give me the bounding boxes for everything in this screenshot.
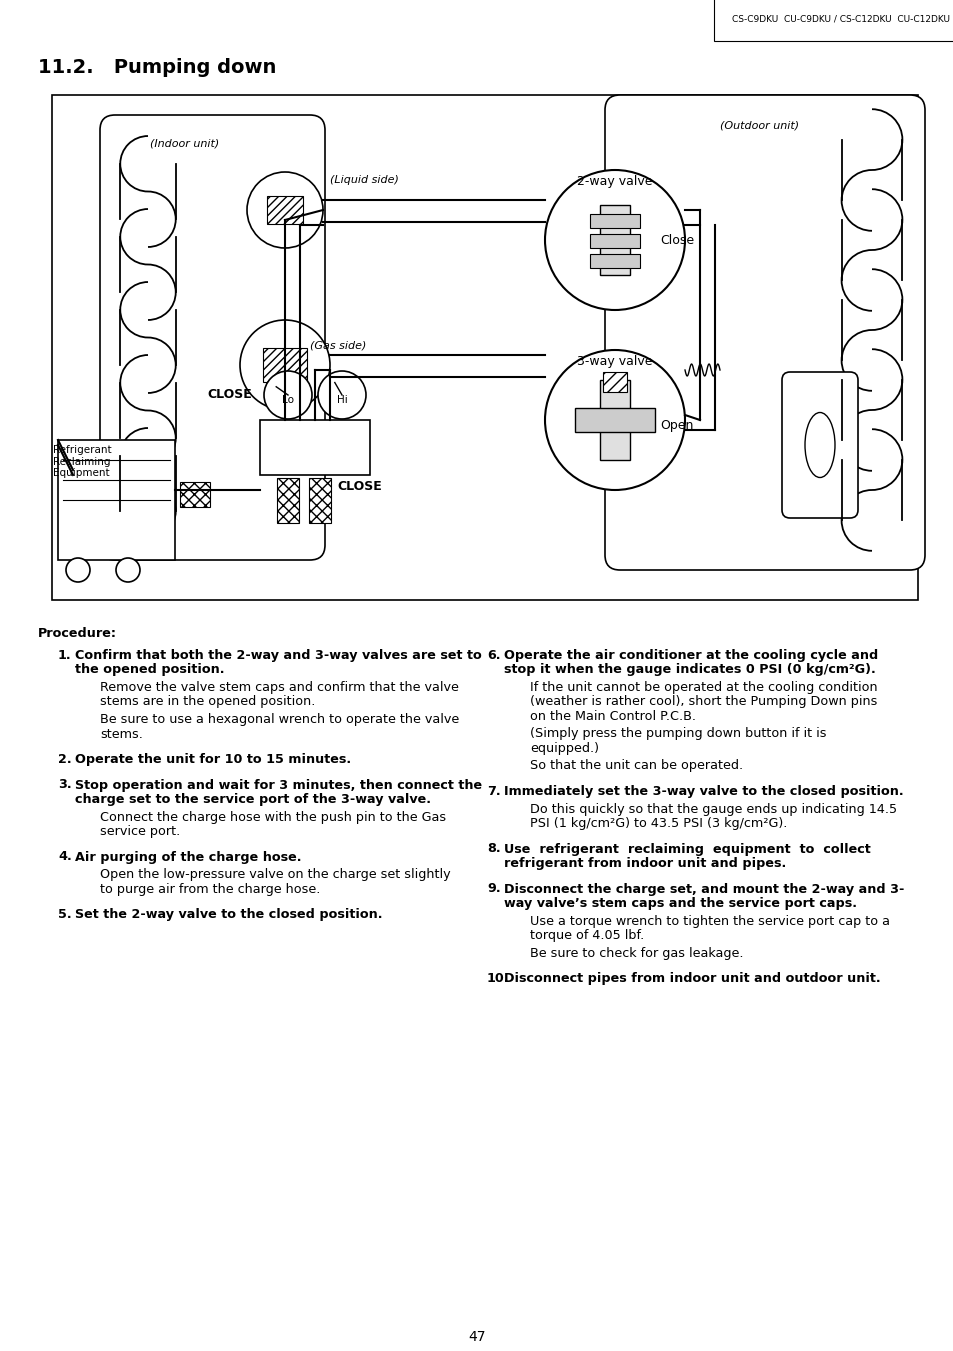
Text: refrigerant from indoor unit and pipes.: refrigerant from indoor unit and pipes. xyxy=(503,857,785,870)
Bar xyxy=(267,196,303,224)
Text: If the unit cannot be operated at the cooling condition: If the unit cannot be operated at the co… xyxy=(530,681,877,694)
Text: 2.: 2. xyxy=(58,753,71,766)
Text: torque of 4.05 lbf.: torque of 4.05 lbf. xyxy=(530,929,643,942)
Text: 7.: 7. xyxy=(486,785,500,798)
Circle shape xyxy=(66,558,90,582)
Ellipse shape xyxy=(804,412,834,477)
Text: 10.: 10. xyxy=(486,971,509,985)
Text: charge set to the service port of the 3-way valve.: charge set to the service port of the 3-… xyxy=(75,793,431,807)
Text: the opened position.: the opened position. xyxy=(75,663,224,677)
Bar xyxy=(599,380,629,459)
Text: to purge air from the charge hose.: to purge air from the charge hose. xyxy=(100,882,320,896)
Bar xyxy=(260,420,370,476)
Text: 6.: 6. xyxy=(486,648,500,662)
Bar xyxy=(276,478,298,523)
Text: 3-way valve: 3-way valve xyxy=(577,355,652,367)
Text: CS-C9DKU  CU-C9DKU / CS-C12DKU  CU-C12DKU: CS-C9DKU CU-C9DKU / CS-C12DKU CU-C12DKU xyxy=(731,14,949,23)
Text: (Simply press the pumping down button if it is: (Simply press the pumping down button if… xyxy=(530,727,825,740)
Text: 11.2.   Pumping down: 11.2. Pumping down xyxy=(38,58,276,77)
Text: Connect the charge hose with the push pin to the Gas: Connect the charge hose with the push pi… xyxy=(100,811,446,824)
Text: Be sure to check for gas leakage.: Be sure to check for gas leakage. xyxy=(530,947,742,959)
Text: CLOSE: CLOSE xyxy=(337,480,382,493)
Text: 3.: 3. xyxy=(58,778,71,792)
Text: (Indoor unit): (Indoor unit) xyxy=(151,138,219,149)
Text: Procedure:: Procedure: xyxy=(38,627,117,640)
Text: 5.: 5. xyxy=(58,908,71,921)
Text: CLOSE: CLOSE xyxy=(208,388,253,401)
Text: Immediately set the 3-way valve to the closed position.: Immediately set the 3-way valve to the c… xyxy=(503,785,902,798)
Text: Be sure to use a hexagonal wrench to operate the valve: Be sure to use a hexagonal wrench to ope… xyxy=(100,713,458,725)
Circle shape xyxy=(544,350,684,490)
Text: Hi: Hi xyxy=(336,394,347,405)
FancyBboxPatch shape xyxy=(100,115,325,561)
Circle shape xyxy=(240,320,330,409)
Circle shape xyxy=(247,172,323,249)
Circle shape xyxy=(317,372,366,419)
Text: 2-way valve: 2-way valve xyxy=(577,176,652,188)
Text: (Liquid side): (Liquid side) xyxy=(330,176,398,185)
Bar xyxy=(602,372,626,392)
Text: equipped.): equipped.) xyxy=(530,742,598,755)
Text: 8.: 8. xyxy=(486,843,500,855)
Text: Do this quickly so that the gauge ends up indicating 14.5: Do this quickly so that the gauge ends u… xyxy=(530,802,896,816)
Text: Disconnect the charge set, and mount the 2-way and 3-: Disconnect the charge set, and mount the… xyxy=(503,882,903,896)
Text: 4.: 4. xyxy=(58,851,71,863)
Text: Disconnect pipes from indoor unit and outdoor unit.: Disconnect pipes from indoor unit and ou… xyxy=(503,971,880,985)
Text: PSI (1 kg/cm²G) to 43.5 PSI (3 kg/cm²G).: PSI (1 kg/cm²G) to 43.5 PSI (3 kg/cm²G). xyxy=(530,817,786,830)
Text: Open the low-pressure valve on the charge set slightly: Open the low-pressure valve on the charg… xyxy=(100,867,450,881)
Bar xyxy=(52,95,917,600)
Text: way valve’s stem caps and the service port caps.: way valve’s stem caps and the service po… xyxy=(503,897,856,911)
Text: Operate the unit for 10 to 15 minutes.: Operate the unit for 10 to 15 minutes. xyxy=(75,753,351,766)
Text: Confirm that both the 2-way and 3-way valves are set to: Confirm that both the 2-way and 3-way va… xyxy=(75,648,481,662)
Bar xyxy=(180,482,210,507)
Bar xyxy=(263,349,307,382)
Text: Refrigerant
Reclaiming
Equipment: Refrigerant Reclaiming Equipment xyxy=(53,444,112,478)
FancyBboxPatch shape xyxy=(781,372,857,517)
Circle shape xyxy=(264,372,312,419)
Bar xyxy=(589,254,639,267)
Text: Use a torque wrench to tighten the service port cap to a: Use a torque wrench to tighten the servi… xyxy=(530,915,889,928)
Text: (Outdoor unit): (Outdoor unit) xyxy=(720,120,799,130)
Text: Stop operation and wait for 3 minutes, then connect the: Stop operation and wait for 3 minutes, t… xyxy=(75,778,481,792)
Circle shape xyxy=(544,170,684,309)
Bar xyxy=(589,213,639,228)
Text: (Gas side): (Gas side) xyxy=(310,340,366,350)
Bar xyxy=(589,234,639,249)
Text: 1.: 1. xyxy=(58,648,71,662)
Text: Lo: Lo xyxy=(282,394,294,405)
Circle shape xyxy=(116,558,140,582)
Text: So that the unit can be operated.: So that the unit can be operated. xyxy=(530,759,742,773)
Text: Operate the air conditioner at the cooling cycle and: Operate the air conditioner at the cooli… xyxy=(503,648,878,662)
Text: stems.: stems. xyxy=(100,727,143,740)
Text: Open: Open xyxy=(659,419,693,431)
Text: 47: 47 xyxy=(468,1329,485,1344)
Text: Remove the valve stem caps and confirm that the valve: Remove the valve stem caps and confirm t… xyxy=(100,681,458,694)
Text: stems are in the opened position.: stems are in the opened position. xyxy=(100,696,315,708)
Text: stop it when the gauge indicates 0 PSI (0 kg/cm²G).: stop it when the gauge indicates 0 PSI (… xyxy=(503,663,875,677)
Text: 9.: 9. xyxy=(486,882,500,896)
Text: on the Main Control P.C.B.: on the Main Control P.C.B. xyxy=(530,711,696,723)
Text: Close: Close xyxy=(659,234,694,246)
Bar xyxy=(599,205,629,276)
Text: Use  refrigerant  reclaiming  equipment  to  collect: Use refrigerant reclaiming equipment to … xyxy=(503,843,870,855)
Bar xyxy=(58,440,174,561)
Bar xyxy=(309,478,331,523)
Text: (weather is rather cool), short the Pumping Down pins: (weather is rather cool), short the Pump… xyxy=(530,696,877,708)
Text: Set the 2-way valve to the closed position.: Set the 2-way valve to the closed positi… xyxy=(75,908,382,921)
Text: service port.: service port. xyxy=(100,825,180,838)
FancyBboxPatch shape xyxy=(604,95,924,570)
Text: Air purging of the charge hose.: Air purging of the charge hose. xyxy=(75,851,301,863)
Bar xyxy=(575,408,655,432)
